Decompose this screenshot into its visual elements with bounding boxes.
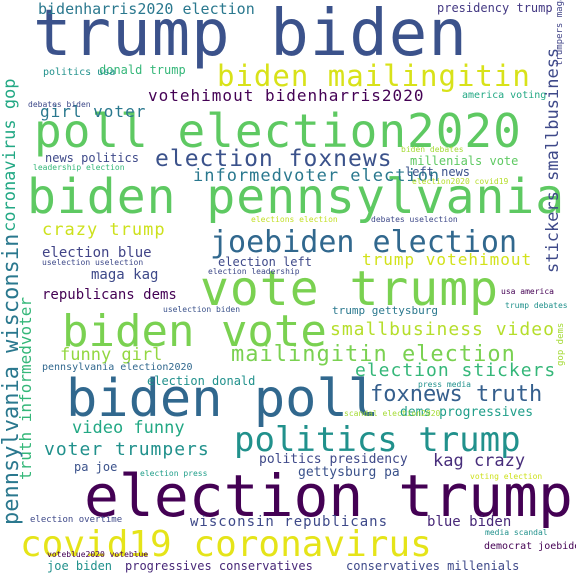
word-media-scandal: voteblue2020 voteblue — [47, 550, 149, 559]
word-bidenharris2020-election: bidenharris2020 election — [38, 0, 255, 18]
word-maga-kag: maga kag — [91, 267, 159, 283]
word-wisconsin-republicans: wisconsin republicans — [190, 514, 389, 530]
word-politics-trump: politics trump — [234, 420, 521, 460]
word-biden-poll: biden poll — [66, 369, 380, 429]
word-election-press: scandal election2020 — [344, 409, 441, 418]
word-millenials-vote: millenials vote — [410, 154, 519, 168]
word-trump-biden: trump biden — [33, 0, 468, 71]
word-elections-election: election2020 covid19 — [412, 177, 509, 186]
word-election-overtime: voting election — [470, 472, 543, 481]
word-uselection-uselection: debates uselection — [371, 215, 458, 224]
word-gettysburg-pa: gettysburg pa — [298, 465, 400, 480]
word-covid19-coronavirus: covid19 coronavirus — [20, 524, 432, 565]
word-election-foxnews: election foxnews — [155, 146, 393, 172]
word-press-media: trump debates — [505, 301, 568, 310]
word-donald-trump: donald trump — [99, 63, 186, 77]
word-dems-politics: gop dems — [556, 322, 566, 366]
word-voteblue2020-voteblue: election overtime — [30, 515, 123, 525]
word-election-donald: election donald — [147, 374, 256, 388]
word-uselection-biden: election leadership — [208, 267, 300, 276]
word-biden-vote: biden vote — [62, 306, 327, 357]
word-votehimout-bidenharris2020: votehimout bidenharris2020 — [148, 86, 425, 105]
word-debates-biden: debates biden — [28, 100, 91, 109]
word-joe-biden: joe biden — [47, 559, 113, 573]
word-trumpers-maga: stickers smallbusiness — [543, 47, 563, 273]
word-election-blue: election blue — [42, 245, 152, 261]
word-election-left: election left — [218, 255, 312, 269]
word-election-leadership: uselection uselection — [42, 258, 144, 267]
word-informedvoter-election: informedvoter election — [193, 166, 441, 186]
word-trump-votehimout: trump votehimout — [362, 250, 533, 269]
word-news-politics: news politics — [45, 151, 139, 165]
word-scandal-election2020: press media — [418, 380, 471, 389]
word-smallbusiness-video: smallbusiness video — [330, 319, 555, 340]
word-joebiden-election: joebiden election — [210, 225, 518, 260]
word-gop-dems: trumpers maga — [555, 0, 565, 66]
word-politics-presidency: politics presidency — [259, 452, 408, 467]
word-coronavirus-gop: democrat joebiden — [484, 541, 576, 552]
word-poll-election2020: poll election2020 — [34, 104, 522, 158]
word-dems-progressives: dems progressives — [400, 405, 534, 420]
word-blue-biden: blue biden — [427, 514, 512, 530]
word-kag-crazy: kag crazy — [433, 451, 526, 471]
word-vote-trump: vote trump — [200, 261, 499, 317]
word-election-trump: election trump — [84, 462, 573, 530]
word-voter-trumpers: voter trumpers — [44, 439, 210, 460]
word-biden-mailingitin: biden mailingitin — [217, 59, 531, 93]
word-america-voting: america voting — [462, 90, 547, 101]
word-mailingitin-election: mailingitin election — [231, 342, 516, 367]
word-conservatives-millenials: conservatives millenials — [346, 559, 520, 573]
word-biden-debates: leadership election — [33, 163, 125, 172]
word-stickers-smallbusiness: truth informedvoter — [16, 296, 35, 480]
word-biden-pennsylvania: biden pennsylvania — [27, 169, 566, 225]
word-left-news: left news — [405, 165, 471, 179]
word-girl-voter: girl voter — [40, 102, 147, 121]
word-crazy-trump: crazy trump — [42, 220, 166, 240]
word-voting-election: election press — [140, 469, 208, 478]
word-trump-gettysburg: trump gettysburg — [332, 304, 438, 317]
word-presidency-trump: presidency trump — [437, 1, 553, 15]
word-debates-uselection: elections election — [251, 215, 338, 224]
word-pennsylvania-election2020: uselection biden — [163, 305, 241, 314]
word-republicans-dems: republicans dems — [42, 287, 177, 303]
word-election2020-covid19: biden debates — [401, 145, 464, 154]
word-democrat-joebiden: media scandal — [485, 528, 548, 537]
word-funny-girl: funny girl — [60, 345, 163, 365]
word-election-stickers: election stickers — [355, 360, 557, 381]
word-pennsylvania-wisconsin: coronavirus gop — [0, 78, 20, 232]
word-progressives-conservatives: progressives conservatives — [125, 559, 313, 573]
word-pa-joe: pa joe — [74, 460, 118, 474]
word-trump-debates: usa america — [501, 287, 554, 296]
word-foxnews-truth: foxnews truth — [370, 382, 543, 407]
word-usa-america: pennsylvania election2020 — [42, 362, 193, 373]
word-politics-usa: politics usa — [43, 67, 116, 78]
word-video-funny: video funny — [72, 418, 185, 438]
